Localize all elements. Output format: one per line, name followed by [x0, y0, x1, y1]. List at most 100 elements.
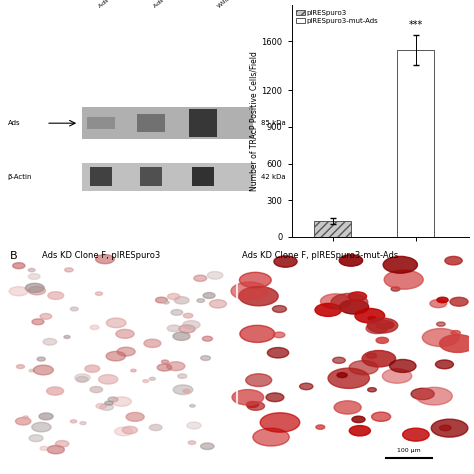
Bar — [314, 221, 351, 237]
Circle shape — [439, 425, 451, 431]
Circle shape — [48, 292, 64, 300]
Circle shape — [300, 383, 313, 390]
Circle shape — [28, 273, 40, 279]
Bar — [90, 167, 112, 186]
Y-axis label: Number of TRAcP Positive Cells/Field: Number of TRAcP Positive Cells/Field — [250, 51, 259, 191]
Circle shape — [9, 287, 28, 296]
Text: C: C — [253, 0, 261, 2]
Circle shape — [366, 323, 388, 334]
Circle shape — [155, 297, 167, 303]
Circle shape — [320, 294, 351, 309]
Circle shape — [246, 374, 272, 386]
Circle shape — [194, 275, 207, 282]
Circle shape — [106, 351, 126, 361]
Circle shape — [368, 388, 376, 392]
Circle shape — [190, 404, 195, 407]
Circle shape — [333, 357, 345, 364]
Circle shape — [451, 330, 460, 335]
Circle shape — [348, 292, 366, 301]
Circle shape — [349, 426, 370, 436]
Circle shape — [383, 256, 418, 273]
Circle shape — [315, 303, 341, 317]
Bar — [82, 163, 253, 191]
Circle shape — [391, 287, 400, 291]
Circle shape — [171, 310, 182, 315]
Circle shape — [122, 426, 137, 434]
Circle shape — [96, 403, 106, 409]
Circle shape — [178, 374, 187, 378]
Circle shape — [17, 365, 25, 369]
Circle shape — [173, 385, 193, 394]
Circle shape — [28, 268, 35, 272]
Circle shape — [23, 416, 28, 419]
Circle shape — [40, 447, 48, 450]
Circle shape — [231, 282, 268, 300]
Circle shape — [43, 338, 57, 345]
Circle shape — [64, 268, 73, 272]
Circle shape — [183, 313, 193, 318]
Circle shape — [173, 332, 190, 340]
Circle shape — [144, 339, 161, 347]
Circle shape — [40, 313, 52, 319]
Circle shape — [64, 336, 70, 338]
Circle shape — [260, 413, 300, 432]
Circle shape — [95, 292, 102, 295]
Circle shape — [416, 387, 452, 405]
Circle shape — [46, 387, 64, 395]
Circle shape — [210, 300, 227, 308]
Text: 42 kDa: 42 kDa — [261, 173, 285, 180]
Text: Wild-type RAW264.7: Wild-type RAW264.7 — [217, 0, 268, 9]
Circle shape — [100, 404, 113, 410]
Circle shape — [437, 297, 448, 303]
Circle shape — [187, 422, 201, 429]
Circle shape — [372, 412, 391, 421]
Circle shape — [28, 286, 46, 295]
Bar — [192, 167, 214, 186]
Circle shape — [96, 255, 114, 264]
Bar — [189, 109, 217, 137]
Circle shape — [207, 272, 223, 279]
Circle shape — [149, 377, 155, 380]
Circle shape — [149, 424, 162, 430]
Circle shape — [239, 272, 271, 288]
Circle shape — [117, 347, 135, 356]
Bar — [82, 107, 253, 139]
Bar — [140, 167, 162, 186]
Circle shape — [339, 255, 363, 266]
Circle shape — [47, 446, 64, 454]
Circle shape — [201, 443, 214, 449]
Circle shape — [108, 397, 118, 402]
Circle shape — [411, 388, 434, 400]
Circle shape — [90, 325, 99, 329]
Circle shape — [143, 380, 149, 383]
Circle shape — [183, 320, 200, 329]
Circle shape — [188, 441, 196, 445]
Circle shape — [375, 320, 394, 329]
Circle shape — [25, 283, 44, 292]
Circle shape — [174, 297, 189, 304]
Bar — [397, 50, 434, 237]
Circle shape — [384, 270, 423, 289]
Circle shape — [383, 323, 394, 328]
Text: Ads KD Clone F, pIRESpuro3-mut-Ads: Ads KD Clone F, pIRESpuro3-mut-Ads — [153, 0, 246, 9]
Circle shape — [70, 420, 77, 423]
Circle shape — [37, 357, 46, 361]
Circle shape — [274, 256, 297, 267]
Circle shape — [232, 390, 264, 405]
Circle shape — [167, 362, 185, 371]
Circle shape — [240, 325, 275, 342]
Circle shape — [349, 361, 378, 375]
Text: Ads KD Clone F, pIRESpuro3: Ads KD Clone F, pIRESpuro3 — [98, 0, 169, 9]
Circle shape — [167, 325, 181, 332]
Circle shape — [115, 427, 132, 436]
Circle shape — [202, 336, 212, 341]
Circle shape — [337, 373, 347, 378]
Circle shape — [29, 369, 34, 372]
Circle shape — [246, 401, 259, 408]
Circle shape — [85, 365, 100, 373]
Circle shape — [383, 369, 412, 383]
Circle shape — [267, 347, 289, 358]
Circle shape — [328, 368, 369, 388]
Text: B: B — [9, 251, 17, 261]
Circle shape — [376, 337, 389, 343]
